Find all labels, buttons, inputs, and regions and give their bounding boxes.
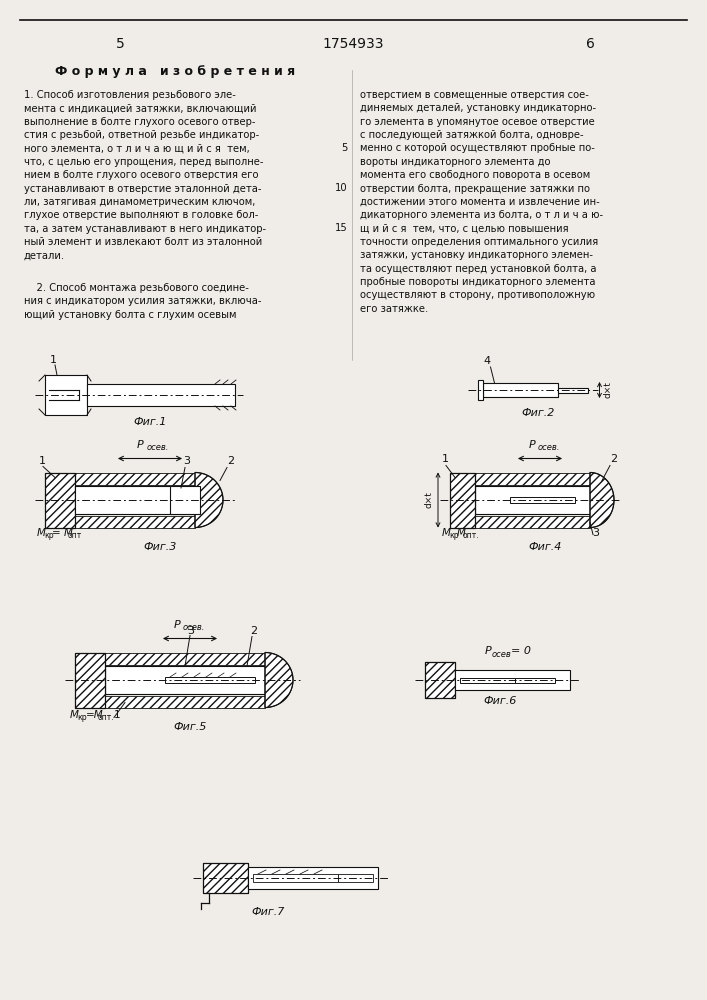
Text: Фиг.6: Фиг.6 [484,696,517,706]
Bar [75,516,195,528]
Bar [45,375,87,415]
Bar [105,666,265,694]
Bar [203,863,248,893]
Bar [515,678,555,682]
Text: 3: 3 [183,456,190,466]
Text: 1: 1 [114,710,121,720]
Bar [338,874,373,882]
Text: Фиг.3: Фиг.3 [144,542,177,552]
Bar [105,696,265,708]
Text: М: М [70,710,79,720]
Text: М: М [37,528,46,538]
Bar [165,677,255,683]
Bar [75,473,195,485]
Text: d×t: d×t [424,492,433,508]
Bar [425,662,455,698]
Text: М: М [457,528,466,538]
Text: 1: 1 [442,454,449,464]
Bar [482,383,558,397]
Bar [475,473,590,485]
Text: 10: 10 [335,183,348,193]
Bar [45,473,75,528]
Text: 1. Способ изготовления резьбового эле-
мента с индикацией затяжки, включающий
вы: 1. Способ изготовления резьбового эле- м… [24,90,266,260]
Text: 3: 3 [592,528,599,538]
Polygon shape [590,473,614,528]
Text: М: М [442,528,451,538]
Text: 2. Способ монтажа резьбового соедине-
ния с индикатором усилия затяжки, включа-
: 2. Способ монтажа резьбового соедине- ни… [24,283,262,320]
Text: 15: 15 [335,223,348,233]
Text: Фиг.1: Фиг.1 [134,417,167,427]
Text: Фиг.2: Фиг.2 [521,408,555,418]
Text: 6: 6 [585,37,595,51]
Bar [477,380,482,400]
Bar [450,473,475,528]
Text: = 0: = 0 [511,646,531,656]
Bar [170,486,200,514]
Bar [460,678,515,682]
Text: 2: 2 [610,454,617,464]
Text: 4: 4 [484,356,491,366]
Bar [475,486,590,514]
Text: осев: осев [492,650,512,659]
Bar [510,497,575,503]
Bar [475,516,590,528]
Polygon shape [195,473,223,528]
Text: Фиг.7: Фиг.7 [251,907,285,917]
Text: кр: кр [77,714,87,722]
Text: кр: кр [449,532,459,540]
Bar [425,662,455,698]
Polygon shape [265,652,293,708]
Text: 1: 1 [39,456,46,466]
Text: 5: 5 [341,143,348,153]
Bar [248,867,378,889]
Text: отверстием в совмещенные отверстия сое-
диняемых деталей, установку индикаторно-: отверстием в совмещенные отверстия сое- … [360,90,603,314]
Text: опт.: опт. [463,532,479,540]
Bar [455,670,570,690]
Text: Фиг.4: Фиг.4 [528,542,561,552]
Text: осев.: осев. [538,444,561,452]
Text: Р: Р [529,440,535,450]
Bar [203,863,248,893]
Text: осев.: осев. [147,444,170,452]
Text: 1: 1 [50,355,57,365]
Text: Фиг.5: Фиг.5 [173,722,206,732]
Text: Р: Р [136,440,144,450]
Text: Р: Р [174,619,180,630]
Text: 1754933: 1754933 [322,37,384,51]
Bar [450,473,475,528]
Text: 2: 2 [227,456,234,466]
Bar [75,652,105,708]
Bar [75,486,195,514]
Bar [253,874,338,882]
Bar [87,384,235,406]
Text: 3: 3 [187,626,194,636]
Text: Р: Р [485,646,492,656]
Text: = М: = М [52,528,73,538]
Bar [105,652,265,664]
Text: d×t: d×t [604,382,612,398]
Text: кр: кр [44,532,54,540]
Bar [75,652,105,708]
Bar [558,387,588,392]
Text: Ф о р м у л а   и з о б р е т е н и я: Ф о р м у л а и з о б р е т е н и я [55,65,295,78]
Text: 2: 2 [250,626,257,636]
Text: =М: =М [86,710,104,720]
Text: осев.: осев. [183,624,205,633]
Text: 5: 5 [116,37,124,51]
Text: опт.: опт. [98,714,115,722]
Bar [45,473,75,528]
Text: опт: опт [68,532,82,540]
